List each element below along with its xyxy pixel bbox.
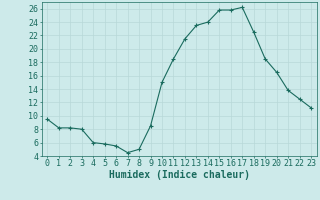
X-axis label: Humidex (Indice chaleur): Humidex (Indice chaleur) xyxy=(109,170,250,180)
